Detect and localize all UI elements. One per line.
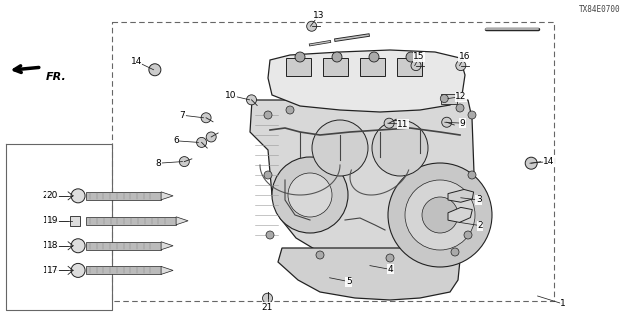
Circle shape [307, 21, 317, 31]
Circle shape [295, 52, 305, 62]
Text: 9: 9 [460, 119, 465, 128]
Circle shape [468, 111, 476, 119]
Text: 7: 7 [180, 111, 185, 120]
Bar [323, 58, 348, 76]
Bar [442, 93, 457, 104]
Text: 17: 17 [47, 266, 58, 275]
Text: 3: 3 [476, 196, 481, 204]
Polygon shape [250, 100, 475, 258]
Text: 8: 8 [156, 159, 161, 168]
Circle shape [456, 104, 464, 112]
Bar [70, 216, 80, 226]
Circle shape [386, 254, 394, 262]
Text: 18: 18 [47, 241, 58, 250]
Circle shape [411, 60, 421, 71]
Circle shape [286, 106, 294, 114]
Text: 16: 16 [459, 52, 470, 61]
Circle shape [71, 263, 85, 277]
Circle shape [206, 132, 216, 142]
Circle shape [525, 157, 537, 169]
Text: 2: 2 [477, 221, 483, 230]
Text: 12: 12 [455, 92, 467, 101]
Text: 15: 15 [413, 52, 425, 61]
Text: 10: 10 [225, 91, 236, 100]
Circle shape [456, 60, 466, 71]
Polygon shape [176, 217, 188, 225]
Text: 6: 6 [173, 136, 179, 145]
Circle shape [71, 239, 85, 253]
Circle shape [332, 52, 342, 62]
Text: 14: 14 [131, 57, 142, 66]
Circle shape [266, 231, 274, 239]
Circle shape [388, 163, 492, 267]
Text: 11: 11 [397, 120, 409, 129]
Circle shape [201, 113, 211, 123]
Polygon shape [278, 248, 460, 300]
Circle shape [369, 52, 379, 62]
Text: 18: 18 [42, 241, 52, 250]
Circle shape [262, 293, 273, 303]
Text: 13: 13 [313, 11, 324, 20]
Bar [360, 58, 385, 76]
Text: 20: 20 [47, 191, 58, 200]
Polygon shape [448, 189, 474, 202]
Circle shape [316, 251, 324, 259]
Bar [286, 58, 311, 76]
Circle shape [384, 118, 394, 128]
Circle shape [264, 111, 272, 119]
Circle shape [264, 171, 272, 179]
Bar [86, 217, 176, 225]
Polygon shape [161, 266, 173, 274]
Bar [397, 58, 422, 76]
Polygon shape [268, 50, 465, 112]
Text: 5: 5 [346, 277, 351, 286]
Circle shape [468, 171, 476, 179]
Bar [86, 192, 161, 200]
Text: 14: 14 [543, 157, 555, 166]
Circle shape [71, 189, 85, 203]
Text: 19: 19 [42, 216, 52, 225]
Text: FR.: FR. [46, 72, 67, 82]
Circle shape [312, 120, 368, 176]
Circle shape [149, 64, 161, 76]
Circle shape [464, 231, 472, 239]
Bar [86, 266, 161, 274]
Polygon shape [448, 207, 472, 222]
Text: 4: 4 [388, 265, 393, 274]
Circle shape [272, 157, 348, 233]
Text: 21: 21 [262, 303, 273, 312]
Circle shape [440, 94, 448, 102]
Text: 19: 19 [47, 216, 58, 225]
Circle shape [372, 120, 428, 176]
Circle shape [442, 117, 452, 127]
Polygon shape [161, 192, 173, 200]
Text: 1: 1 [561, 300, 566, 308]
Circle shape [246, 95, 257, 105]
Text: 20: 20 [42, 191, 52, 200]
Circle shape [179, 156, 189, 167]
Circle shape [288, 173, 332, 217]
Circle shape [196, 137, 207, 148]
Circle shape [451, 248, 459, 256]
Text: 17: 17 [42, 266, 52, 275]
Circle shape [422, 197, 458, 233]
Polygon shape [161, 242, 173, 250]
Text: TX84E0700: TX84E0700 [579, 5, 621, 14]
Circle shape [405, 180, 475, 250]
Circle shape [406, 52, 416, 62]
Bar [86, 242, 161, 250]
